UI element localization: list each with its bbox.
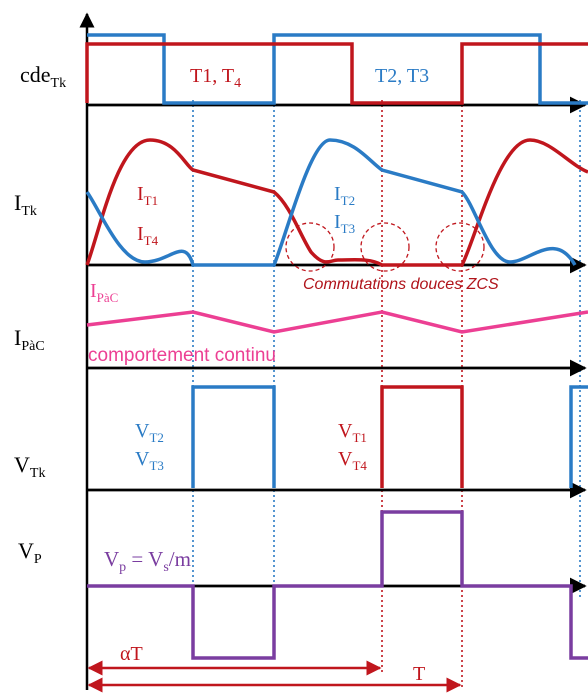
vt4-label: VT4 [338,448,367,473]
ipac-current-waveform [86,310,588,334]
cde-t1-t4-label: T1, T4 [190,65,241,91]
cde-t2-t3-label: T2, T3 [375,65,429,87]
cde-t2-t3-waveform [87,33,588,105]
zcs-markers [285,222,485,272]
it4-label: IT4 [137,223,159,248]
vp-equation-label: Vp = Vs/m [104,547,191,575]
vt2-vt3-voltage-waveform-right [569,385,588,488]
zcs-annotation: Commutations douces ZCS [303,276,499,293]
it2-it3-current-curve [85,138,577,267]
period-label: T [413,663,425,685]
vt2-vt3-voltage-waveform [191,385,276,488]
alpha-t-label: αT [120,643,143,665]
it1-it4-current-curve [85,138,588,267]
vt1-vt4-voltage-waveform [380,385,464,488]
cde-row-label: cdeTk [20,62,66,91]
ipac-row-label: IPàC [14,325,45,354]
cde-t1-t4-waveform [85,42,588,105]
vt2-label: VT2 [135,420,164,445]
timing-guides [192,100,581,690]
vp-voltage-waveform [87,510,588,660]
it2-label: IT2 [334,183,355,208]
itk-row-label: ITk [14,190,37,219]
it3-label: IT3 [334,211,355,236]
vt3-label: VT3 [135,448,164,473]
vp-row-label: VP [18,538,42,567]
vtk-row-label: VTk [14,452,45,481]
vt1-label: VT1 [338,420,367,445]
ipac-series-label: IPàC [90,280,118,305]
it1-label: IT1 [137,183,158,208]
continuous-behaviour-note: comportement continu [88,345,276,366]
